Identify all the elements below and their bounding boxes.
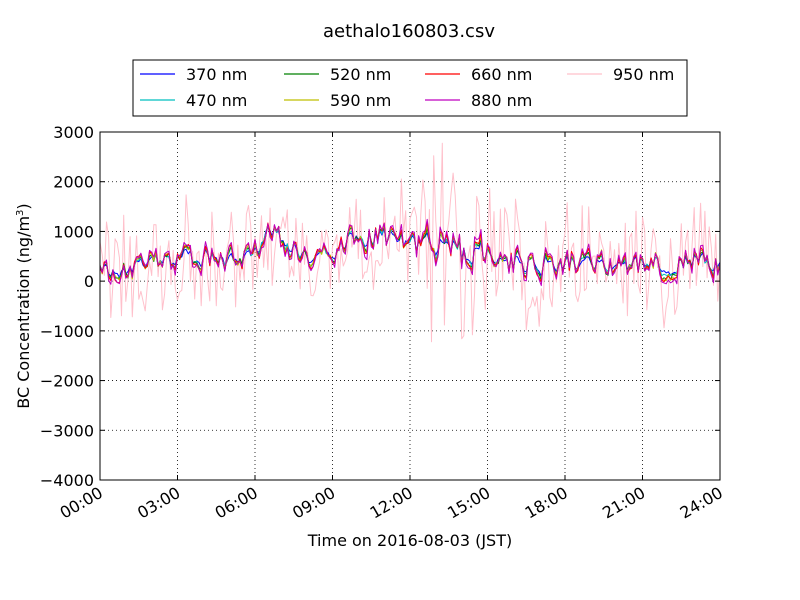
legend-label: 880 nm [471,91,532,110]
y-tick-label: −1000 [40,322,94,341]
legend-box [132,59,688,117]
y-axis-label-superscript: 3 [15,210,26,216]
chart-title: aethalo160803.csv [323,21,495,42]
y-tick-label: −3000 [40,421,94,440]
y-axis-label: BC Concentration (ng/m3) [14,203,33,408]
series-lines [100,142,720,343]
y-tick-label: 3000 [53,123,94,142]
series-line-880-nm [100,218,720,287]
y-axis-label-close: ) [14,203,33,209]
legend: 370 nm 470 nm 520 nm 590 nm 660 nm 880 nm 950 … [140,65,674,110]
y-tick-label: 2000 [53,173,94,192]
x-axis-label: Time on 2016-08-03 (JST) [307,531,512,550]
legend-label: 370 nm [186,65,247,84]
y-tick-label: 1000 [53,222,94,241]
y-tick-label: 0 [84,272,94,291]
legend-label: 590 nm [330,91,391,110]
legend-label: 950 nm [613,65,674,84]
legend-label: 520 nm [330,65,391,84]
y-tick-label: −2000 [40,372,94,391]
y-axis-label-main: BC Concentration (ng/m [14,216,33,409]
legend-label: 470 nm [186,91,247,110]
legend-label: 660 nm [471,65,532,84]
y-tick-label: −4000 [40,471,94,490]
